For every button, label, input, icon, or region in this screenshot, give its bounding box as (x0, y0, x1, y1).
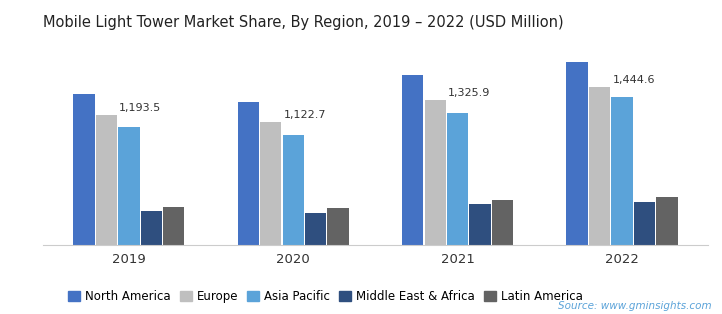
Text: 1,444.6: 1,444.6 (612, 75, 655, 85)
Bar (238, 102, 259, 245)
Bar (141, 211, 162, 245)
Bar (282, 135, 304, 245)
Bar (118, 127, 139, 245)
Bar (492, 200, 513, 245)
Bar (305, 213, 326, 245)
Bar (425, 100, 446, 245)
Bar (567, 62, 588, 245)
Bar (469, 204, 491, 245)
Bar (402, 75, 423, 245)
Bar (447, 113, 469, 245)
Bar (163, 207, 184, 245)
Bar (656, 197, 678, 245)
Text: 1,193.5: 1,193.5 (119, 103, 162, 113)
Legend: North America, Europe, Asia Pacific, Middle East & Africa, Latin America: North America, Europe, Asia Pacific, Mid… (64, 286, 587, 308)
Text: Source: www.gminsights.com: Source: www.gminsights.com (557, 301, 711, 311)
Text: Mobile Light Tower Market Share, By Region, 2019 – 2022 (USD Million): Mobile Light Tower Market Share, By Regi… (43, 14, 564, 30)
Bar (612, 97, 632, 245)
Bar (634, 202, 655, 245)
Text: 1,122.7: 1,122.7 (284, 111, 326, 121)
Bar (328, 208, 349, 245)
Bar (73, 95, 95, 245)
Bar (96, 115, 117, 245)
Text: 1,325.9: 1,325.9 (448, 88, 490, 98)
Bar (260, 122, 282, 245)
Bar (589, 87, 610, 245)
